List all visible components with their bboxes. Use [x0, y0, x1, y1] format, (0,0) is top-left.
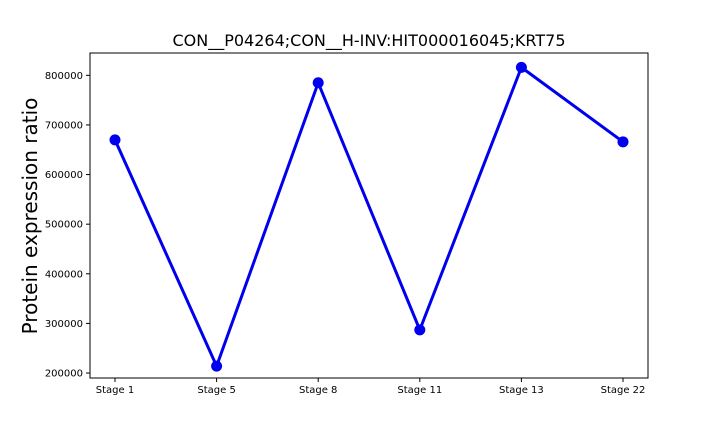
data-point: [312, 77, 324, 89]
x-tick-label: Stage 8: [299, 385, 337, 396]
y-tick-label: 200000: [45, 369, 83, 380]
x-tick-label: Stage 11: [397, 385, 442, 396]
data-point: [617, 136, 629, 148]
y-tick-label: 800000: [45, 71, 83, 82]
y-axis: 200000 300000 400000 500000 600000 700000 8000…: [45, 71, 90, 380]
y-tick-label: 400000: [45, 269, 83, 280]
chart-title: CON__P04264;CON__H-INV:HIT000016045;KRT7…: [172, 31, 565, 51]
plot-frame: [89, 52, 649, 379]
y-tick-label: 500000: [45, 220, 83, 231]
y-tick-label: 600000: [45, 170, 83, 181]
data-point: [109, 134, 121, 146]
x-axis: Stage 1 Stage 5 Stage 8 Stage 11 Stage 13 Sta…: [96, 378, 646, 396]
data-point: [414, 324, 426, 336]
y-axis-label: Protein expression ratio: [18, 98, 42, 335]
data-point: [515, 61, 527, 73]
data-point: [211, 360, 223, 372]
x-tick-label: Stage 13: [499, 385, 544, 396]
y-tick-label: 700000: [45, 120, 83, 131]
x-tick-label: Stage 5: [197, 385, 235, 396]
y-tick-label: 300000: [45, 319, 83, 330]
x-tick-label: Stage 1: [96, 385, 134, 396]
x-tick-label: Stage 22: [601, 385, 646, 396]
series-line: [113, 65, 624, 368]
series-group: [109, 61, 629, 372]
